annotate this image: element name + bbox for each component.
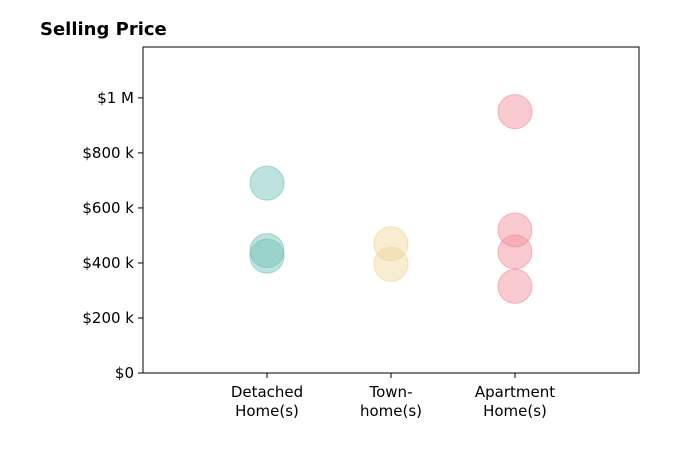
chart-title: Selling Price xyxy=(40,19,167,40)
point xyxy=(373,246,409,282)
y-tick-label: $800 k xyxy=(82,144,134,162)
x-tick-label: Home(s) xyxy=(483,402,547,420)
plot-frame xyxy=(142,46,640,374)
point xyxy=(497,94,533,130)
x-tick-label: Detached xyxy=(231,383,303,401)
y-tick-label: $400 k xyxy=(82,254,134,272)
point xyxy=(249,238,285,274)
point xyxy=(249,165,285,201)
x-tick-label: Home(s) xyxy=(235,402,299,420)
y-tick-label: $200 k xyxy=(82,309,134,327)
x-tick-label: Apartment xyxy=(475,383,555,401)
point xyxy=(497,234,533,270)
x-tick-label: home(s) xyxy=(360,402,422,420)
point xyxy=(497,268,533,304)
point xyxy=(497,212,533,248)
y-tick-label: $0 xyxy=(115,364,134,382)
y-tick-label: $1 M xyxy=(97,89,134,107)
y-tick-label: $600 k xyxy=(82,199,134,217)
x-tick-label: Town- xyxy=(369,383,413,401)
point xyxy=(249,233,285,269)
point xyxy=(373,226,409,262)
